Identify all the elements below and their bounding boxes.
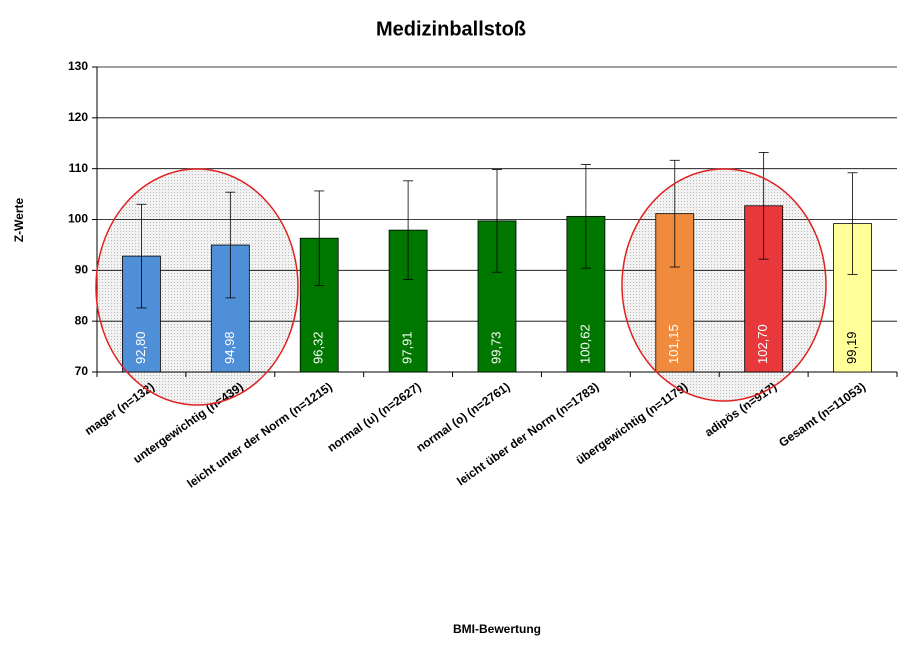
highlight-ellipse <box>622 169 826 401</box>
highlight-ellipse-outline <box>95 168 299 406</box>
y-tick-label: 70 <box>75 364 89 378</box>
y-axis-label: Z-Werte <box>12 197 26 242</box>
x-tick-label: Gesamt (n=11053) <box>776 380 868 450</box>
value-label: 101,15 <box>666 324 681 364</box>
y-tick-label: 90 <box>75 263 89 277</box>
value-label: 94,98 <box>222 331 237 364</box>
value-label: 92,80 <box>133 331 148 364</box>
x-tick-label: leicht über der Norm (n=1783) <box>454 380 601 489</box>
chart-title: Medizinballstoß <box>376 18 526 40</box>
value-label: 96,32 <box>311 331 326 364</box>
value-label: 99,73 <box>488 331 503 364</box>
x-axis-label: BMI-Bewertung <box>453 622 541 636</box>
highlight-ellipse-outline <box>621 168 827 402</box>
y-tick-label: 80 <box>75 313 89 327</box>
x-tick-label: normal (u) (n=2627) <box>325 380 424 455</box>
x-tick-label: normal (o) (n=2761) <box>414 380 513 455</box>
y-tick-label: 120 <box>68 110 88 124</box>
value-label: 97,91 <box>400 331 415 364</box>
value-label: 102,70 <box>755 324 770 364</box>
value-label: 99,19 <box>844 331 859 364</box>
y-tick-label: 110 <box>69 161 89 175</box>
value-label: 100,62 <box>577 324 592 364</box>
y-tick-label: 130 <box>68 59 88 73</box>
y-tick-label: 100 <box>68 212 88 226</box>
